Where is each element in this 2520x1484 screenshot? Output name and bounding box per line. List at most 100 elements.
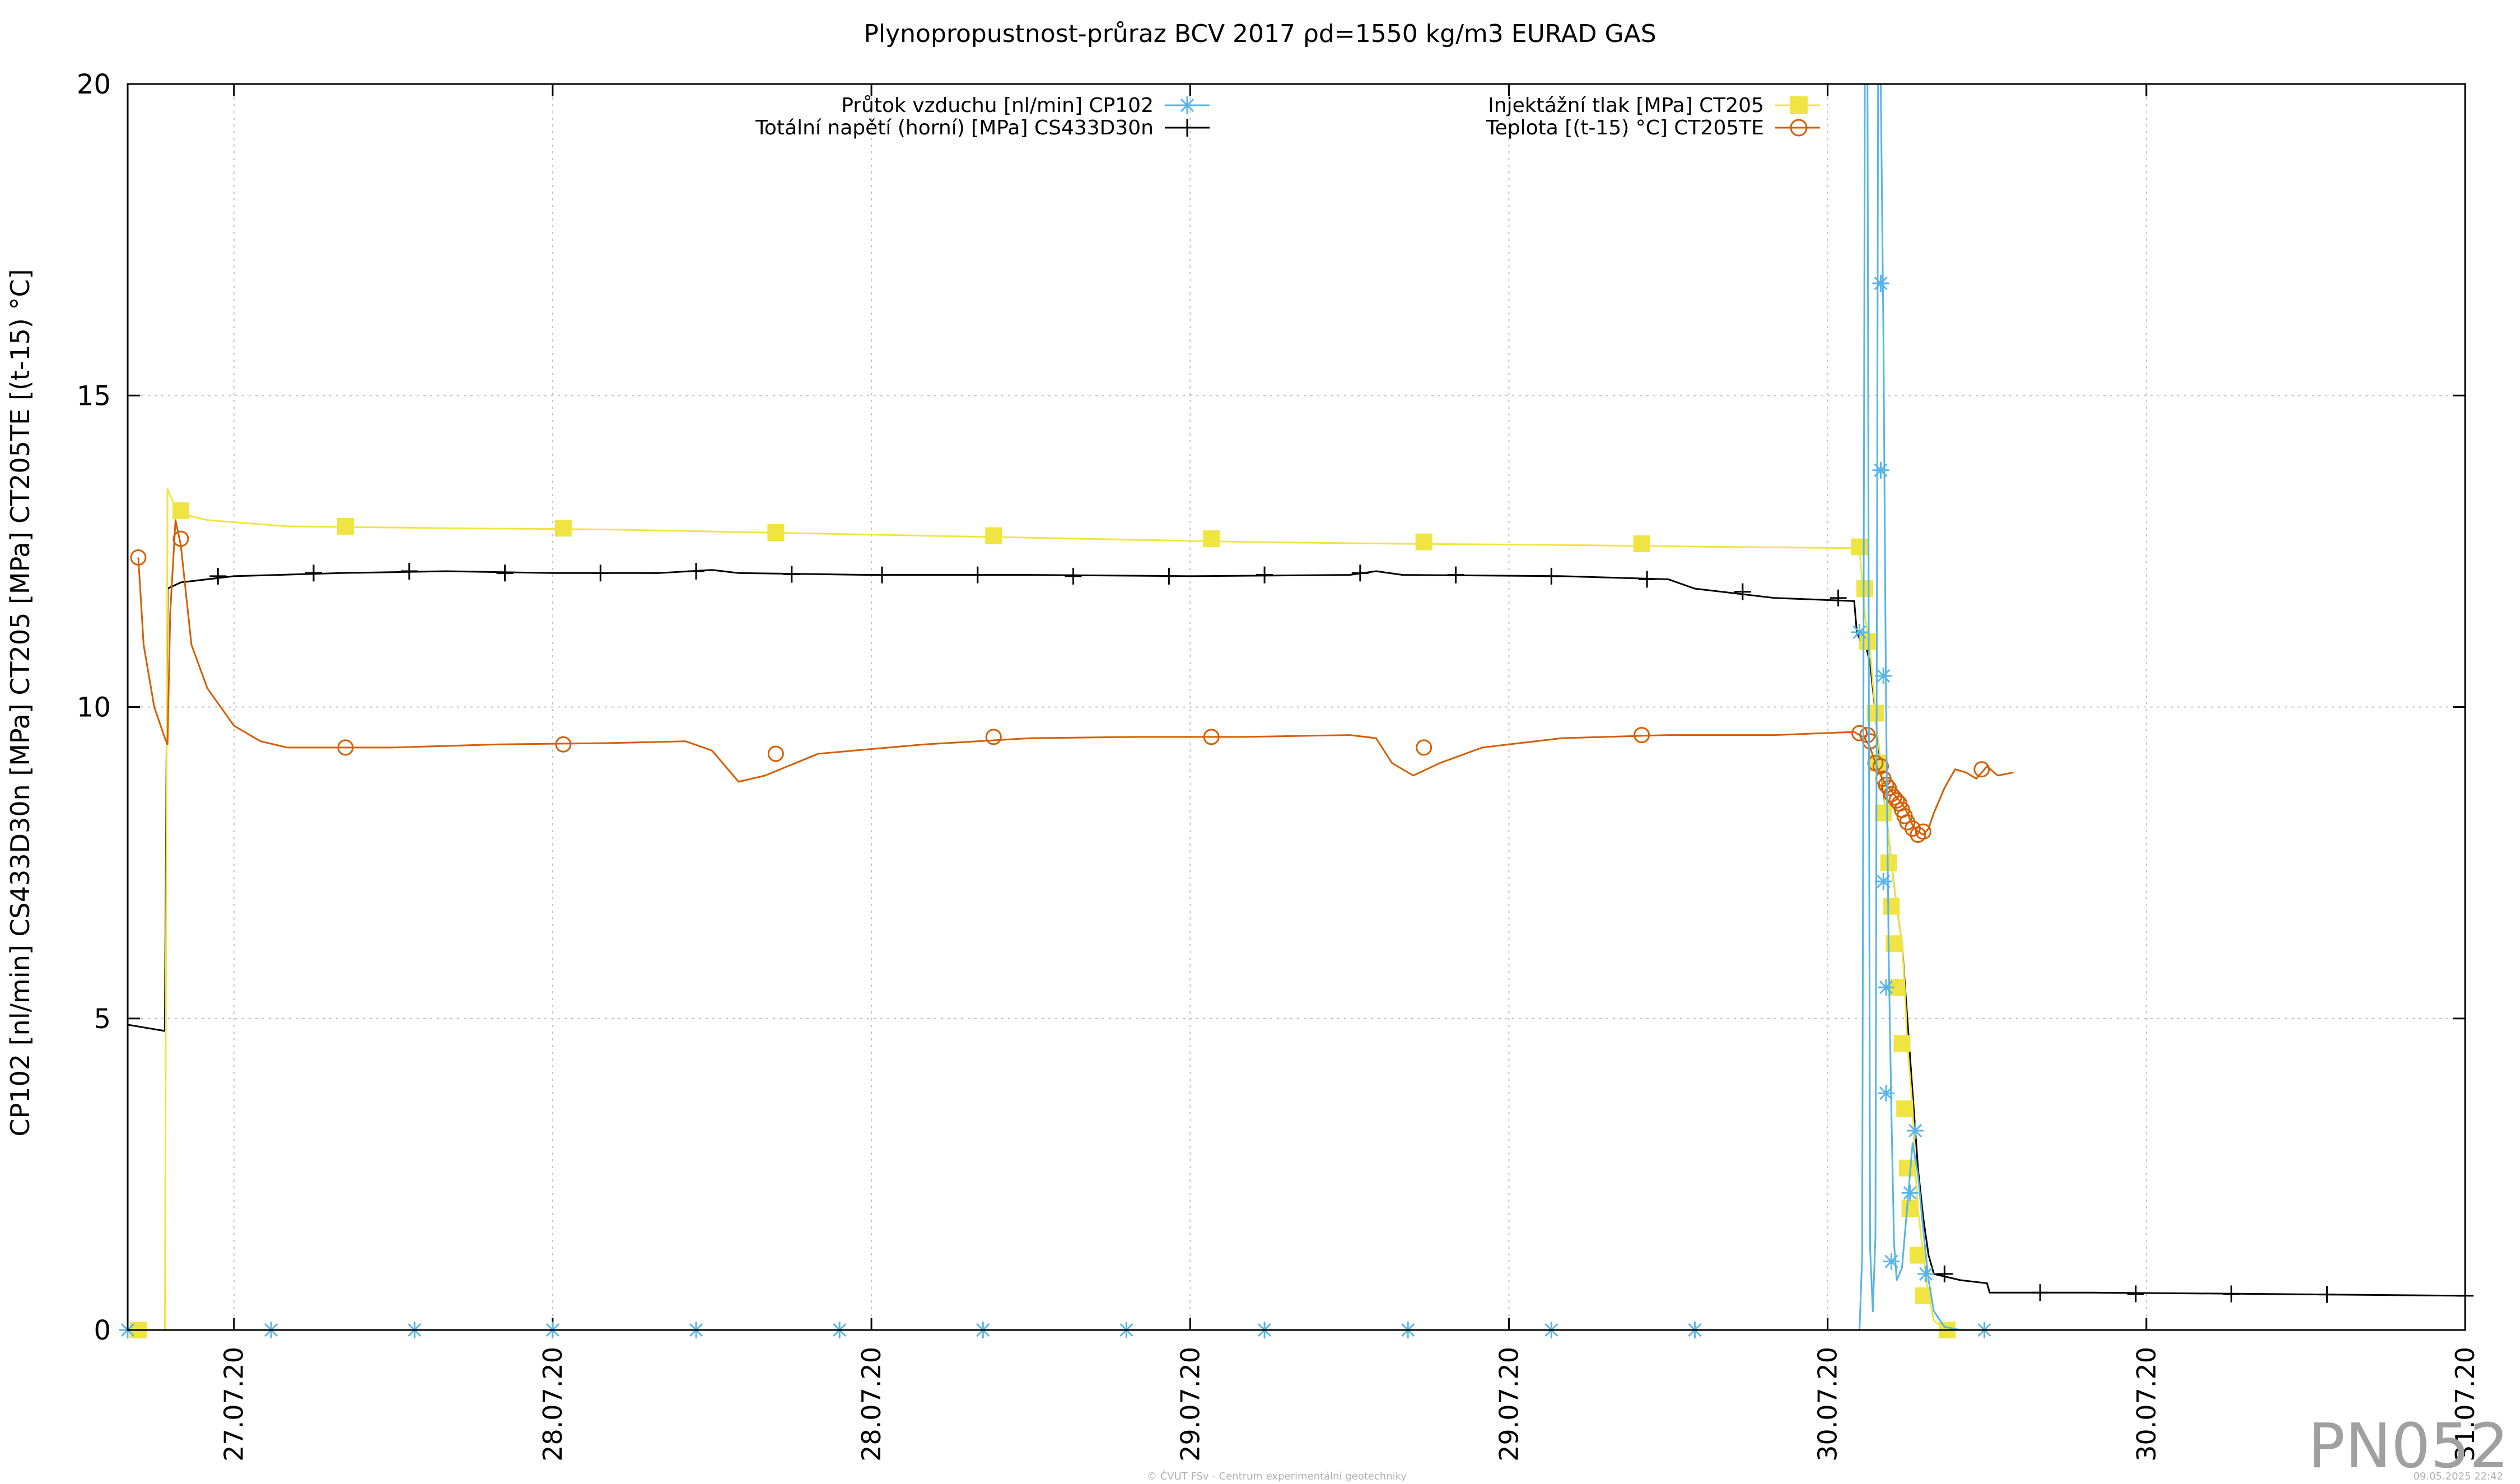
ytick-label-0: 0 bbox=[94, 1315, 111, 1346]
point-cs433d30n-6 bbox=[783, 566, 800, 583]
legend-marker-ct205 bbox=[1790, 96, 1808, 114]
point-cs433d30n-1 bbox=[305, 564, 323, 582]
point-cs433d30n-8 bbox=[969, 566, 986, 584]
point-cs433d30n-19 bbox=[2032, 1284, 2049, 1301]
point-ct205te-9 bbox=[1851, 725, 1868, 741]
point-cp102-19 bbox=[1883, 1253, 1900, 1270]
point-cs433d30n-7 bbox=[874, 566, 891, 584]
point-cp102-18 bbox=[1877, 1085, 1894, 1102]
point-cp102-21 bbox=[1907, 1122, 1924, 1139]
legend-marker-cp102 bbox=[1178, 96, 1196, 114]
point-ct205-2 bbox=[337, 517, 354, 535]
point-ct205-10 bbox=[1856, 580, 1874, 598]
legend-marker-ct205te bbox=[1790, 119, 1808, 137]
legend-label-ct205: Injektážní tlak [MPa] CT205 bbox=[1488, 94, 1764, 117]
xtick-label-5: 30.07.20 bbox=[1813, 1347, 1843, 1462]
plot-frame bbox=[127, 83, 2466, 1331]
point-cp102-15 bbox=[1875, 667, 1892, 684]
point-cs433d30n-12 bbox=[1351, 564, 1369, 582]
legend-label-cs433d30n: Totální napětí (horní) [MPa] CS433D30n bbox=[755, 116, 1154, 139]
point-ct205te-19 bbox=[1888, 792, 1905, 809]
point-cs433d30n-15 bbox=[1639, 571, 1656, 588]
point-cs433d30n-14 bbox=[1543, 567, 1560, 585]
point-cp102-16 bbox=[1875, 873, 1892, 890]
point-ct205-6 bbox=[1203, 530, 1220, 548]
point-ct205-16 bbox=[1883, 898, 1900, 915]
point-ct205te-5 bbox=[985, 729, 1002, 745]
series-line-ct205 bbox=[128, 488, 1956, 1331]
legend-label-ct205te: Teplota [(t-15) °C] CT205TE bbox=[1486, 116, 1764, 139]
point-cs433d30n-0 bbox=[209, 567, 227, 585]
point-ct205te-6 bbox=[1203, 729, 1220, 745]
ytick-label-10: 10 bbox=[77, 692, 111, 724]
ytick-label-5: 5 bbox=[94, 1004, 111, 1035]
point-ct205te-0 bbox=[130, 549, 147, 566]
point-ct205te-2 bbox=[337, 739, 354, 756]
point-cs433d30n-9 bbox=[1065, 567, 1082, 585]
point-cs433d30n-3 bbox=[496, 564, 514, 582]
point-ct205-21 bbox=[1898, 1159, 1916, 1177]
point-ct205te-13 bbox=[1873, 758, 1889, 774]
point-cp102-12 bbox=[1851, 624, 1868, 641]
y-axis-label: CP102 [nl/min] CS433D30n [MPa] CT205 [MP… bbox=[5, 269, 35, 1136]
point-ct205-4 bbox=[767, 524, 785, 541]
xtick-label-7: 31.07.20 bbox=[2450, 1347, 2480, 1462]
point-ct205te-4 bbox=[767, 745, 784, 762]
point-cs433d30n-18 bbox=[1936, 1265, 1953, 1282]
xtick-label-3: 29.07.20 bbox=[1175, 1347, 1205, 1462]
point-ct205-14 bbox=[1875, 804, 1892, 822]
point-cs433d30n-20 bbox=[2127, 1285, 2144, 1303]
footer-timestamp: 09.05.2025 22:42 bbox=[2413, 1471, 2503, 1482]
point-cs433d30n-11 bbox=[1256, 566, 1273, 584]
point-cp102-17 bbox=[1877, 979, 1894, 996]
point-ct205te-3 bbox=[555, 736, 572, 753]
point-ct205-20 bbox=[1896, 1100, 1914, 1118]
footer-credit: © ČVUT FSv - Centrum experimentální geot… bbox=[1147, 1470, 1407, 1482]
xtick-label-1: 28.07.20 bbox=[538, 1347, 568, 1462]
chart-title: Plynopropustnost-průraz BCV 2017 ρd=1550… bbox=[864, 20, 1656, 48]
point-cs433d30n-4 bbox=[592, 564, 609, 582]
legend-label-cp102: Průtok vzduchu [nl/min] CP102 bbox=[841, 94, 1154, 117]
xtick-label-0: 27.07.20 bbox=[219, 1347, 249, 1462]
point-ct205te-27 bbox=[1973, 761, 1990, 778]
legend: Průtok vzduchu [nl/min] CP102 Totální na… bbox=[755, 94, 1820, 139]
point-ct205-24 bbox=[1915, 1287, 1932, 1304]
xtick-label-2: 28.07.20 bbox=[856, 1347, 886, 1462]
point-cp102-22 bbox=[1917, 1265, 1935, 1282]
xtick-label-6: 30.07.20 bbox=[2131, 1347, 2162, 1462]
point-ct205-5 bbox=[985, 527, 1002, 544]
ytick-label-15: 15 bbox=[77, 380, 111, 412]
point-ct205te-8 bbox=[1634, 727, 1650, 744]
watermark: PN052 bbox=[2308, 1410, 2509, 1482]
point-ct205-8 bbox=[1633, 535, 1650, 553]
point-cs433d30n-13 bbox=[1447, 566, 1464, 584]
point-ct205-9 bbox=[1851, 538, 1868, 556]
point-ct205te-7 bbox=[1416, 739, 1432, 756]
point-cp102-20 bbox=[1901, 1184, 1919, 1202]
point-cs433d30n-2 bbox=[400, 562, 418, 580]
point-ct205-12 bbox=[1867, 704, 1884, 722]
point-ct205-7 bbox=[1415, 533, 1432, 550]
point-ct205-11 bbox=[1859, 633, 1876, 650]
point-ct205te-1 bbox=[172, 530, 189, 547]
x-ticks: 27.07.20 28.07.20 28.07.20 29.07.20 29.07.20… bbox=[219, 84, 2480, 1462]
point-cp102-13 bbox=[1872, 275, 1889, 292]
y-ticks: 0 5 10 15 20 bbox=[77, 69, 2465, 1346]
point-cs433d30n-5 bbox=[688, 562, 705, 580]
ytick-label-20: 20 bbox=[77, 69, 111, 100]
point-cs433d30n-17 bbox=[1830, 589, 1847, 606]
point-cs433d30n-16 bbox=[1734, 583, 1751, 600]
point-ct205te-26 bbox=[1915, 823, 1931, 840]
series-line-cs433d30n bbox=[127, 569, 2466, 1297]
point-ct205-19 bbox=[1893, 1035, 1911, 1052]
point-ct205-22 bbox=[1901, 1200, 1919, 1217]
grid bbox=[128, 84, 2465, 1330]
point-cs433d30n-10 bbox=[1160, 567, 1178, 585]
series-line-ct205te bbox=[137, 519, 2014, 836]
plot-area bbox=[119, 83, 2474, 1338]
point-cs433d30n-22 bbox=[2318, 1286, 2336, 1303]
xtick-label-4: 29.07.20 bbox=[1494, 1347, 1524, 1462]
point-ct205-15 bbox=[1880, 854, 1897, 871]
point-ct205-3 bbox=[554, 520, 572, 537]
